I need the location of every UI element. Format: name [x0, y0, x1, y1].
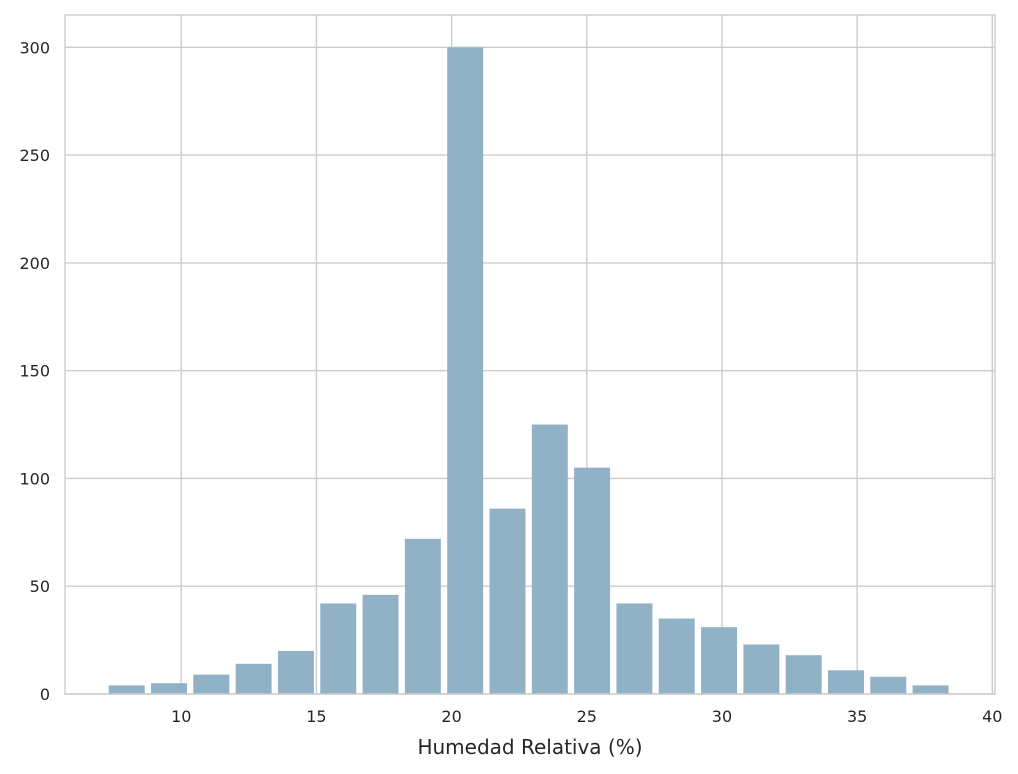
histogram-bar	[785, 655, 822, 694]
y-tick-label: 300	[19, 38, 50, 57]
y-tick-label: 100	[19, 469, 50, 488]
histogram-bar	[743, 644, 780, 694]
x-tick-label: 25	[577, 707, 597, 726]
y-tick-label: 200	[19, 254, 50, 273]
histogram-bar	[574, 467, 611, 694]
x-tick-label: 40	[982, 707, 1002, 726]
histogram-bar	[701, 627, 738, 694]
histogram-bar	[320, 603, 357, 694]
x-tick-label: 15	[306, 707, 326, 726]
histogram-bar	[870, 676, 907, 694]
grid-lines	[65, 15, 995, 695]
y-tick-label: 150	[19, 362, 50, 381]
x-tick-label: 20	[441, 707, 461, 726]
histogram-bar	[277, 650, 314, 694]
histogram-bar	[108, 685, 145, 694]
histogram-bar	[658, 618, 695, 694]
bars	[108, 47, 949, 695]
histogram-bar	[489, 508, 526, 694]
x-axis-label: Humedad Relativa (%)	[417, 735, 642, 759]
y-tick-label: 250	[19, 146, 50, 165]
histogram-bar	[616, 603, 653, 694]
x-tick-label: 30	[712, 707, 732, 726]
x-tick-label: 10	[171, 707, 191, 726]
histogram-bar	[151, 683, 187, 694]
histogram-bar	[362, 594, 399, 694]
y-tick-labels: 0 50 100 150 200 250 300	[19, 38, 50, 704]
x-tick-labels: 10 15 20 25 30 35 40	[171, 707, 1002, 726]
y-tick-label: 50	[30, 577, 50, 596]
histogram-bar	[447, 47, 484, 695]
histogram-bar	[827, 670, 864, 694]
x-tick-label: 35	[847, 707, 867, 726]
histogram-bar	[404, 538, 441, 694]
plot-frame	[64, 14, 996, 695]
histogram-bar	[531, 424, 568, 694]
histogram-bar	[193, 674, 230, 694]
histogram-bar	[912, 685, 949, 694]
histogram-bar	[235, 663, 272, 694]
y-tick-label: 0	[40, 685, 50, 704]
